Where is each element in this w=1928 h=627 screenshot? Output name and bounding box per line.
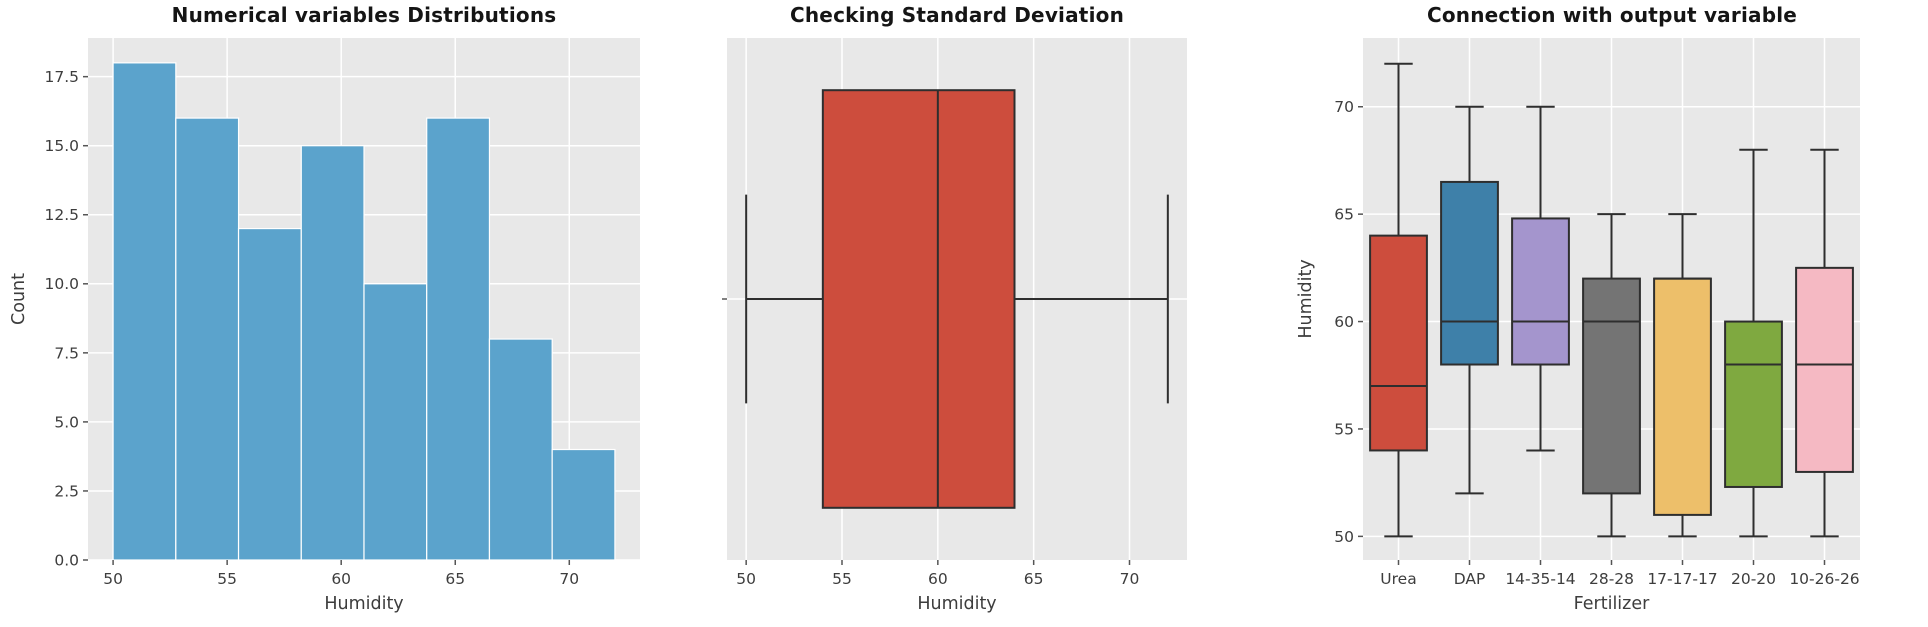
y-tick-label: 70 (1334, 98, 1354, 116)
x-tick-label: Urea (1380, 570, 1416, 588)
box (821, 89, 1016, 509)
y-tick-label: 7.5 (54, 344, 79, 362)
box (1653, 277, 1712, 516)
x-tick-label: 70 (1120, 570, 1140, 588)
boxplot-title: Checking Standard Deviation (789, 3, 1125, 27)
box (1582, 277, 1641, 495)
x-tick-label: 55 (832, 570, 852, 588)
histogram-title: Numerical variables Distributions (171, 3, 557, 27)
x-tick-label: 70 (559, 570, 579, 588)
x-tick-label: 20-20 (1731, 570, 1776, 588)
x-tick-label: 65 (445, 570, 465, 588)
y-tick-label: 60 (1334, 313, 1354, 331)
y-tick-label: 50 (1334, 528, 1354, 546)
histogram-bar (300, 145, 365, 561)
y-axis-label: Humidity (1296, 259, 1316, 338)
x-tick-label: 60 (331, 570, 351, 588)
box (1795, 266, 1854, 473)
category-boxplot-title: Connection with output variable (1426, 3, 1798, 27)
y-tick-label: 5.0 (54, 413, 79, 431)
y-tick-label: 12.5 (44, 206, 79, 224)
y-tick-label: 0.0 (54, 551, 79, 569)
histogram-bar (175, 117, 240, 561)
y-tick-label: 55 (1334, 420, 1354, 438)
box (1511, 217, 1570, 366)
y-tick-label: 65 (1334, 206, 1354, 224)
histogram-bar (488, 338, 553, 561)
x-tick-label: 17-17-17 (1647, 570, 1717, 588)
fertilizer-boxplot-chart: Urea DAP 14-35-14 28-28 17-17-17 20-20 10-26-2… (1296, 38, 1860, 614)
y-tick-label: 2.5 (54, 482, 79, 500)
histogram-bar (112, 62, 177, 561)
x-axis-label: Fertilizer (1574, 594, 1650, 614)
x-tick-label: 50 (103, 570, 123, 588)
x-tick-label: 28-28 (1589, 570, 1634, 588)
x-tick-label: DAP (1454, 570, 1486, 588)
x-tick-label: 50 (736, 570, 756, 588)
histogram-bar (551, 448, 616, 561)
y-tick-label: 10.0 (44, 275, 79, 293)
stddev-boxplot-chart: 50 55 60 65 70 Humidity (722, 38, 1187, 614)
x-tick-label: 14-35-14 (1505, 570, 1575, 588)
histogram-chart: 50 55 60 65 70 0.0 2.5 5.0 7.5 10.0 12.5 15.0 17.5 Hu… (9, 38, 640, 614)
histogram-bar (426, 117, 491, 561)
x-tick-label: 55 (217, 570, 237, 588)
y-axis-label: Count (9, 273, 29, 325)
y-tick-label: 17.5 (44, 68, 79, 86)
box (1440, 180, 1499, 366)
histogram-bar (237, 227, 302, 561)
histogram-bar (363, 283, 428, 561)
x-tick-label: 10-26-26 (1789, 570, 1859, 588)
box (1724, 320, 1783, 488)
x-axis-label: Humidity (917, 594, 996, 614)
x-tick-label: 60 (928, 570, 948, 588)
box (1369, 234, 1428, 452)
x-tick-label: 65 (1024, 570, 1044, 588)
x-axis-label: Humidity (324, 594, 403, 614)
y-tick-label: 15.0 (44, 137, 79, 155)
